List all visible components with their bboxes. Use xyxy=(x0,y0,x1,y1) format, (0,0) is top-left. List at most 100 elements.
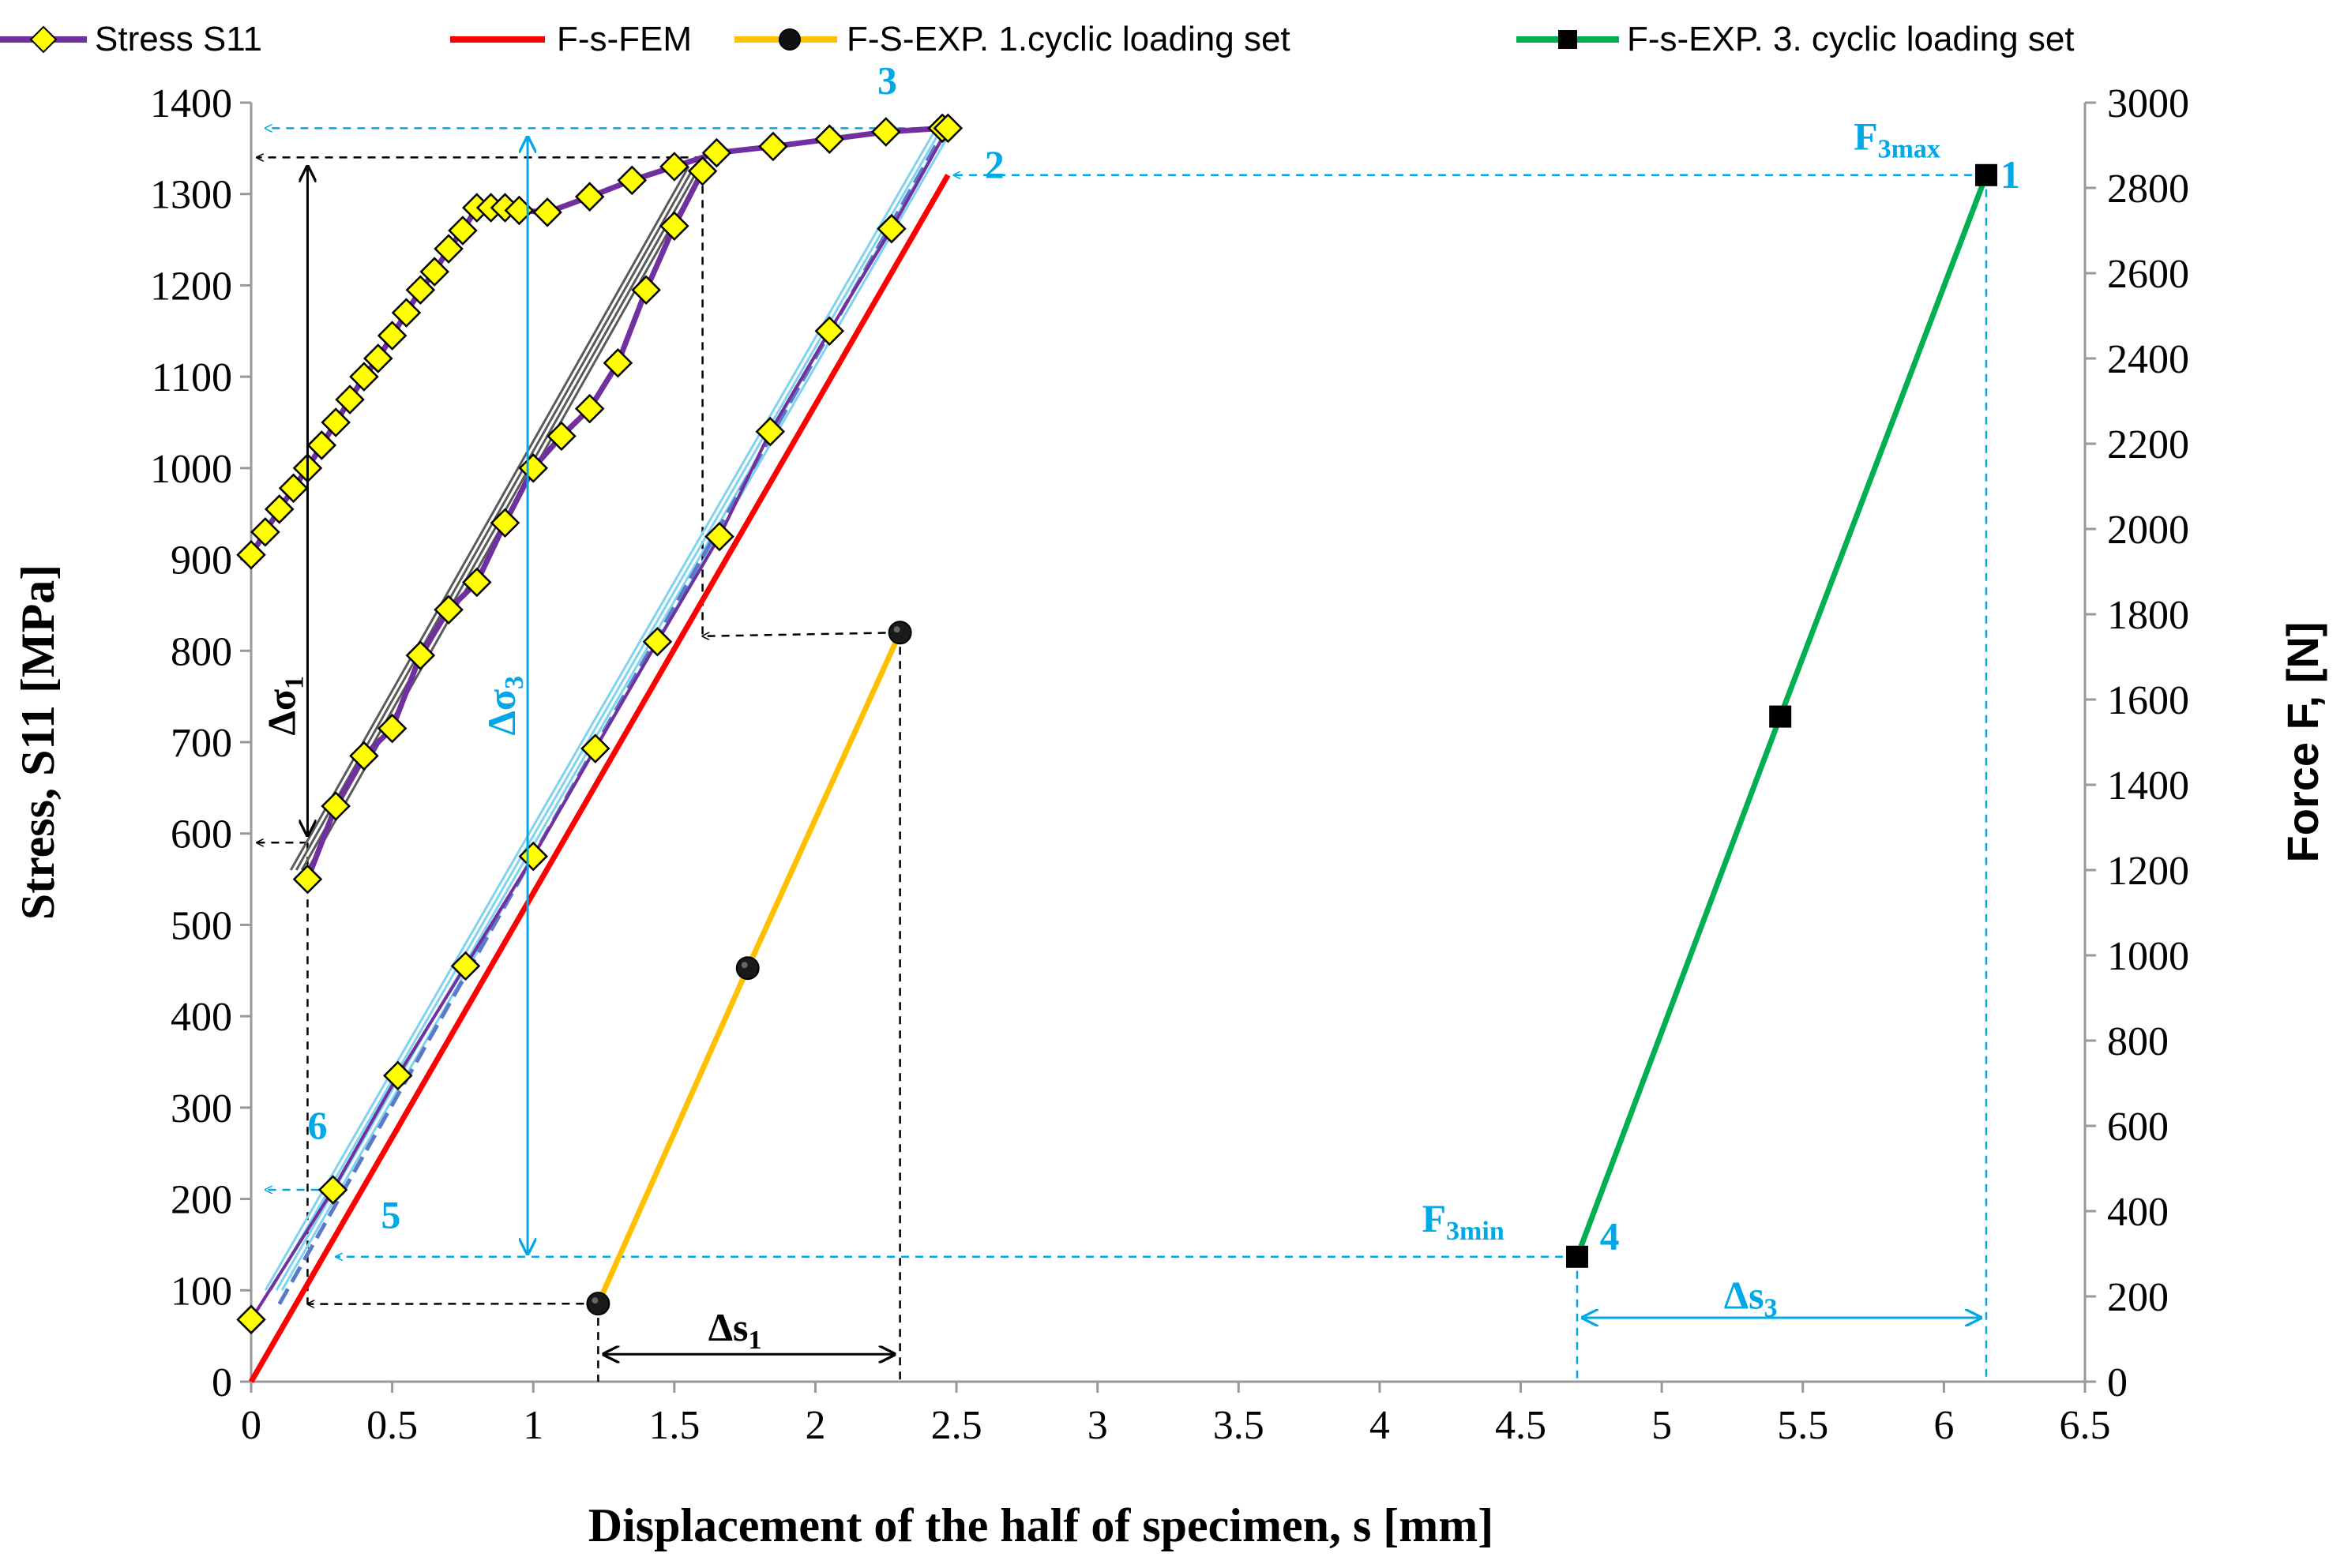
y-tick-label: 1300 xyxy=(150,173,232,218)
point-label-3: 3 xyxy=(877,58,897,102)
x-tick-label: 4.5 xyxy=(1495,1403,1546,1448)
x-tick-label: 1 xyxy=(523,1403,543,1448)
stress-diamond-point xyxy=(377,713,408,744)
stress-diamond-point xyxy=(317,1175,348,1205)
legend-label-exp1: F-S-EXP. 1.cyclic loading set xyxy=(847,20,1290,58)
y-tick-label: 0 xyxy=(212,1360,232,1405)
f3max-label: F3max xyxy=(1854,114,1940,163)
stress-diamond-point xyxy=(434,234,464,264)
legend-label-stress-s11: Stress S11 xyxy=(95,20,262,58)
annotation-guides xyxy=(257,128,1988,1382)
guide-exp1-max-h xyxy=(703,631,900,636)
x-tick-label: 6.5 xyxy=(2060,1403,2111,1448)
y2-tick-label: 600 xyxy=(2107,1105,2169,1150)
stress-diamond-point xyxy=(518,841,548,872)
legend-item-fem[interactable]: F-s-FEM xyxy=(450,20,692,58)
stress-diamond-point xyxy=(362,343,393,373)
y2-tick-label: 1800 xyxy=(2107,593,2189,638)
stress-diamond-point xyxy=(642,626,673,657)
x-axis-title: Displacement of the half of specimen, s … xyxy=(588,1499,1493,1551)
y-tick-label: 1200 xyxy=(150,264,232,309)
y-tick-label: 600 xyxy=(171,812,232,857)
y-tick-label: 700 xyxy=(171,721,232,766)
annotation-labels: 1 2 3 4 5 6 F3max F3min Δs1 Δs3 Δσ1 Δσ3 xyxy=(259,58,2020,1355)
exp1-circle-point xyxy=(586,1292,610,1316)
stress-diamond-point xyxy=(877,213,907,244)
stress-diamond-point xyxy=(448,216,478,246)
y2-tick-label: 1200 xyxy=(2107,849,2189,894)
legend: Stress S11 F-s-FEM F-S-EXP. 1.cyclic loa… xyxy=(0,20,2075,58)
delta-sigma3-label: Δσ3 xyxy=(479,676,529,736)
stress-diamond-point xyxy=(617,165,648,196)
y2-tick-label: 1400 xyxy=(2107,763,2189,808)
stress-diamond-point xyxy=(933,113,964,144)
exp1-circle-point xyxy=(735,956,760,981)
y-tick-label: 900 xyxy=(171,538,232,583)
y-tick-label: 300 xyxy=(171,1086,232,1131)
stress-diamond-point xyxy=(405,275,436,305)
stress-diamond-point xyxy=(462,567,492,598)
delta-s3-label: Δs3 xyxy=(1724,1273,1778,1322)
y-tick-label: 400 xyxy=(171,995,232,1040)
y2-tick-label: 2800 xyxy=(2107,167,2189,212)
y2-tick-label: 0 xyxy=(2107,1360,2128,1405)
exp1-circle-point xyxy=(888,621,912,645)
y2-tick-label: 2000 xyxy=(2107,508,2189,553)
stress-diamond-point xyxy=(321,407,351,437)
exp1-circle-point-highlight xyxy=(741,962,748,969)
plot-frame xyxy=(250,103,2087,1383)
stress-diamond-point xyxy=(574,182,605,212)
y-tick-label: 200 xyxy=(171,1178,232,1223)
stress-diamond-point xyxy=(236,540,266,570)
stress-diamond-point xyxy=(405,640,436,670)
point-label-6: 6 xyxy=(307,1103,327,1147)
x-tick-label: 2.5 xyxy=(931,1403,982,1448)
exp1-circle-point-highlight xyxy=(893,626,900,633)
y-tick-label: 1000 xyxy=(150,447,232,492)
legend-diamond-icon xyxy=(29,25,58,54)
series-stress-cycle-lower-line xyxy=(250,127,950,1321)
data-series xyxy=(236,113,1997,1383)
x-tick-label: 3 xyxy=(1087,1403,1108,1448)
stress-diamond-point xyxy=(659,211,689,241)
stress-diamond-point xyxy=(659,152,689,182)
legend-item-stress-s11[interactable]: Stress S11 xyxy=(0,20,262,58)
stress-diamond-point xyxy=(321,791,351,821)
stress-diamond-point xyxy=(450,951,481,981)
stress-diamond-point xyxy=(419,257,449,287)
x-tick-label: 4 xyxy=(1369,1403,1390,1448)
x-tick-label: 3.5 xyxy=(1213,1403,1264,1448)
y-tick-label: 1400 xyxy=(150,81,232,126)
x-tick-label: 2 xyxy=(805,1403,825,1448)
stress-diamond-point xyxy=(490,508,520,538)
point-label-2: 2 xyxy=(985,142,1005,186)
stress-diamond-point xyxy=(631,275,661,305)
y2-tick-label: 200 xyxy=(2107,1275,2169,1320)
x-tick-label: 0.5 xyxy=(366,1403,418,1448)
legend-circle-icon xyxy=(779,28,801,51)
delta-s1-label: Δs1 xyxy=(708,1305,762,1355)
y2-tick-label: 2200 xyxy=(2107,422,2189,467)
stress-diamond-point xyxy=(236,1304,266,1335)
y-axis-title: Stress, S11 [MPa] xyxy=(12,565,64,921)
stress-diamond-point xyxy=(704,521,734,552)
cycle-band-light xyxy=(269,131,941,1292)
y2-tick-label: 800 xyxy=(2107,1019,2169,1064)
stress-diamond-point xyxy=(306,430,337,460)
stress-diamond-point xyxy=(871,117,901,147)
y2-tick-label: 2400 xyxy=(2107,337,2189,382)
x-tick-label: 0 xyxy=(241,1403,261,1448)
legend-item-exp3[interactable]: F-s-EXP. 3. cyclic loading set xyxy=(1516,20,2075,58)
cycle-band-light xyxy=(264,131,936,1292)
legend-item-exp1[interactable]: F-S-EXP. 1.cyclic loading set xyxy=(734,20,1290,58)
exp3-square-point xyxy=(1565,1245,1588,1268)
point-label-4: 4 xyxy=(1600,1214,1620,1259)
stress-diamond-point xyxy=(292,864,323,895)
exp3-square-point xyxy=(1974,163,1997,186)
stress-diamond-point xyxy=(250,517,280,547)
stress-diamond-point xyxy=(547,421,577,452)
stress-diamond-point xyxy=(335,384,365,415)
y2-tick-label: 1600 xyxy=(2107,678,2189,723)
exp3-square-point xyxy=(1769,705,1792,728)
